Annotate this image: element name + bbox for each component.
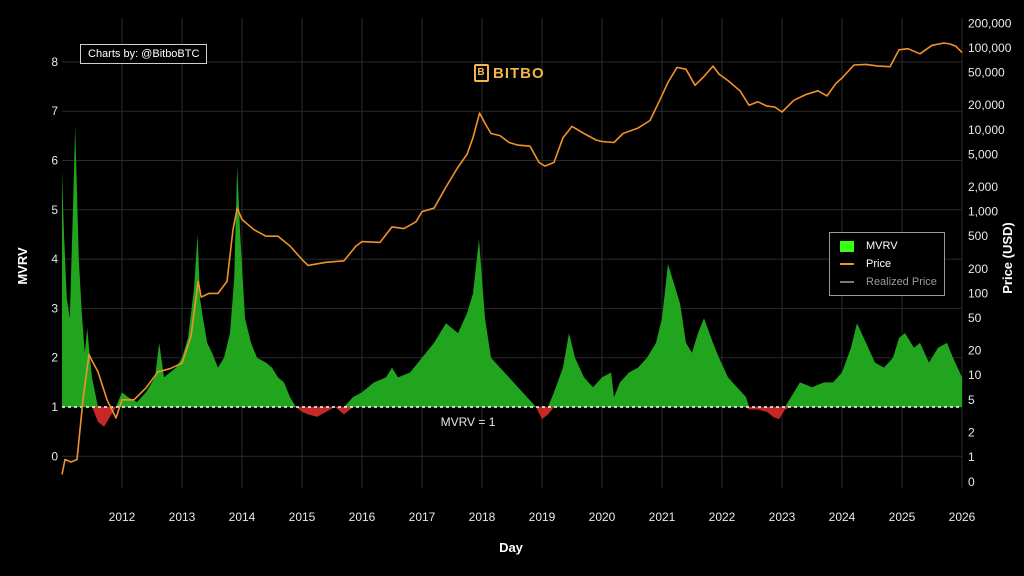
x-tick-label: 2012 [109, 510, 136, 524]
left-tick-label: 6 [51, 154, 58, 168]
legend-item-mvrv[interactable]: MVRV [830, 237, 944, 255]
x-tick-label: 2015 [289, 510, 316, 524]
chart-legend: MVRV Price Realized Price [829, 232, 945, 296]
right-tick-label: 5 [968, 393, 975, 407]
right-axis-title: Price (USD) [1000, 222, 1015, 294]
right-tick-label: 2,000 [968, 180, 998, 194]
brand-name: BITBO [493, 64, 545, 82]
left-tick-label: 7 [51, 104, 58, 118]
reference-line-label: MVRV = 1 [441, 415, 496, 429]
x-tick-label: 2020 [589, 510, 616, 524]
right-axis-ticks: 0 1 2 5 10 20 50 100 200 500 1,000 2,000 5,000 10,000… [968, 16, 1012, 489]
left-tick-label: 4 [51, 252, 58, 266]
x-tick-label: 2013 [169, 510, 196, 524]
right-tick-label: 200,000 [968, 16, 1012, 30]
legend-item-price[interactable]: Price [830, 255, 944, 273]
x-tick-label: 2025 [889, 510, 916, 524]
left-tick-label: 2 [51, 351, 58, 365]
legend-item-realized-price[interactable]: Realized Price [830, 273, 944, 291]
x-tick-label: 2016 [349, 510, 376, 524]
brand-logo: B BITBO [474, 64, 545, 82]
chart-credit: Charts by: @BitboBTC [80, 44, 208, 64]
x-tick-label: 2021 [649, 510, 676, 524]
right-tick-label: 5,000 [968, 147, 998, 161]
right-tick-label: 10 [968, 368, 982, 382]
right-tick-label: 10,000 [968, 123, 1005, 137]
mvrv-area-below [62, 407, 962, 427]
x-tick-label: 2023 [769, 510, 796, 524]
x-tick-label: 2017 [409, 510, 436, 524]
legend-label: Price [866, 258, 892, 270]
legend-label: Realized Price [866, 276, 937, 288]
left-tick-label: 3 [51, 301, 58, 315]
right-tick-label: 100 [968, 286, 988, 300]
x-axis-ticks: 2012 2013 2014 2015 2016 2017 2018 2019 2020 2021… [109, 510, 976, 524]
left-axis-title: MVRV [15, 247, 30, 285]
x-tick-label: 2019 [529, 510, 556, 524]
legend-swatch-price [840, 263, 854, 265]
right-tick-label: 1,000 [968, 205, 998, 219]
right-tick-label: 200 [968, 262, 988, 276]
right-tick-label: 1 [968, 450, 975, 464]
left-tick-label: 1 [51, 400, 58, 414]
price-line [61, 42, 963, 475]
x-tick-label: 2014 [229, 510, 256, 524]
x-tick-label: 2026 [949, 510, 976, 524]
legend-swatch-realized-price [840, 281, 854, 283]
x-tick-label: 2018 [469, 510, 496, 524]
x-axis-title: Day [499, 540, 524, 555]
price-line-layer [61, 42, 963, 475]
left-axis-ticks: 0 1 2 3 4 5 6 7 8 [51, 55, 58, 463]
legend-swatch-mvrv [840, 240, 854, 252]
x-tick-label: 2024 [829, 510, 856, 524]
x-tick-label: 2022 [709, 510, 736, 524]
right-tick-label: 0 [968, 475, 975, 489]
right-tick-label: 500 [968, 229, 988, 243]
mvrv-area-above [62, 126, 962, 407]
mvrv-area-layer [62, 126, 962, 427]
left-tick-label: 5 [51, 203, 58, 217]
left-tick-label: 8 [51, 55, 58, 69]
right-tick-label: 20,000 [968, 98, 1005, 112]
left-tick-label: 0 [51, 449, 58, 463]
bitcoin-b-icon: B [474, 64, 489, 82]
right-tick-label: 50 [968, 311, 982, 325]
right-tick-label: 50,000 [968, 66, 1005, 80]
right-tick-label: 20 [968, 344, 982, 358]
right-tick-label: 100,000 [968, 41, 1012, 55]
right-tick-label: 2 [968, 425, 975, 439]
legend-label: MVRV [866, 240, 898, 252]
